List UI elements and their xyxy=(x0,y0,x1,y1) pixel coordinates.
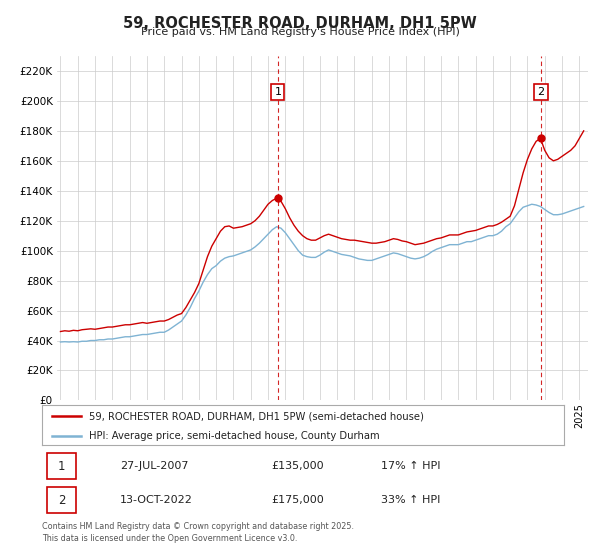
Text: 59, ROCHESTER ROAD, DURHAM, DH1 5PW (semi-detached house): 59, ROCHESTER ROAD, DURHAM, DH1 5PW (sem… xyxy=(89,411,424,421)
FancyBboxPatch shape xyxy=(47,487,76,513)
Text: 59, ROCHESTER ROAD, DURHAM, DH1 5PW: 59, ROCHESTER ROAD, DURHAM, DH1 5PW xyxy=(123,16,477,31)
Text: £175,000: £175,000 xyxy=(272,495,325,505)
FancyBboxPatch shape xyxy=(47,453,76,479)
Text: Contains HM Land Registry data © Crown copyright and database right 2025.
This d: Contains HM Land Registry data © Crown c… xyxy=(42,522,354,543)
Text: 17% ↑ HPI: 17% ↑ HPI xyxy=(382,461,441,471)
Text: 1: 1 xyxy=(58,460,65,473)
Text: 2: 2 xyxy=(538,87,545,97)
Text: 33% ↑ HPI: 33% ↑ HPI xyxy=(382,495,440,505)
Text: Price paid vs. HM Land Registry's House Price Index (HPI): Price paid vs. HM Land Registry's House … xyxy=(140,27,460,37)
Text: HPI: Average price, semi-detached house, County Durham: HPI: Average price, semi-detached house,… xyxy=(89,431,380,441)
Text: £135,000: £135,000 xyxy=(272,461,325,471)
Text: 27-JUL-2007: 27-JUL-2007 xyxy=(121,461,189,471)
Text: 1: 1 xyxy=(274,87,281,97)
Text: 13-OCT-2022: 13-OCT-2022 xyxy=(121,495,193,505)
Text: 2: 2 xyxy=(58,494,65,507)
